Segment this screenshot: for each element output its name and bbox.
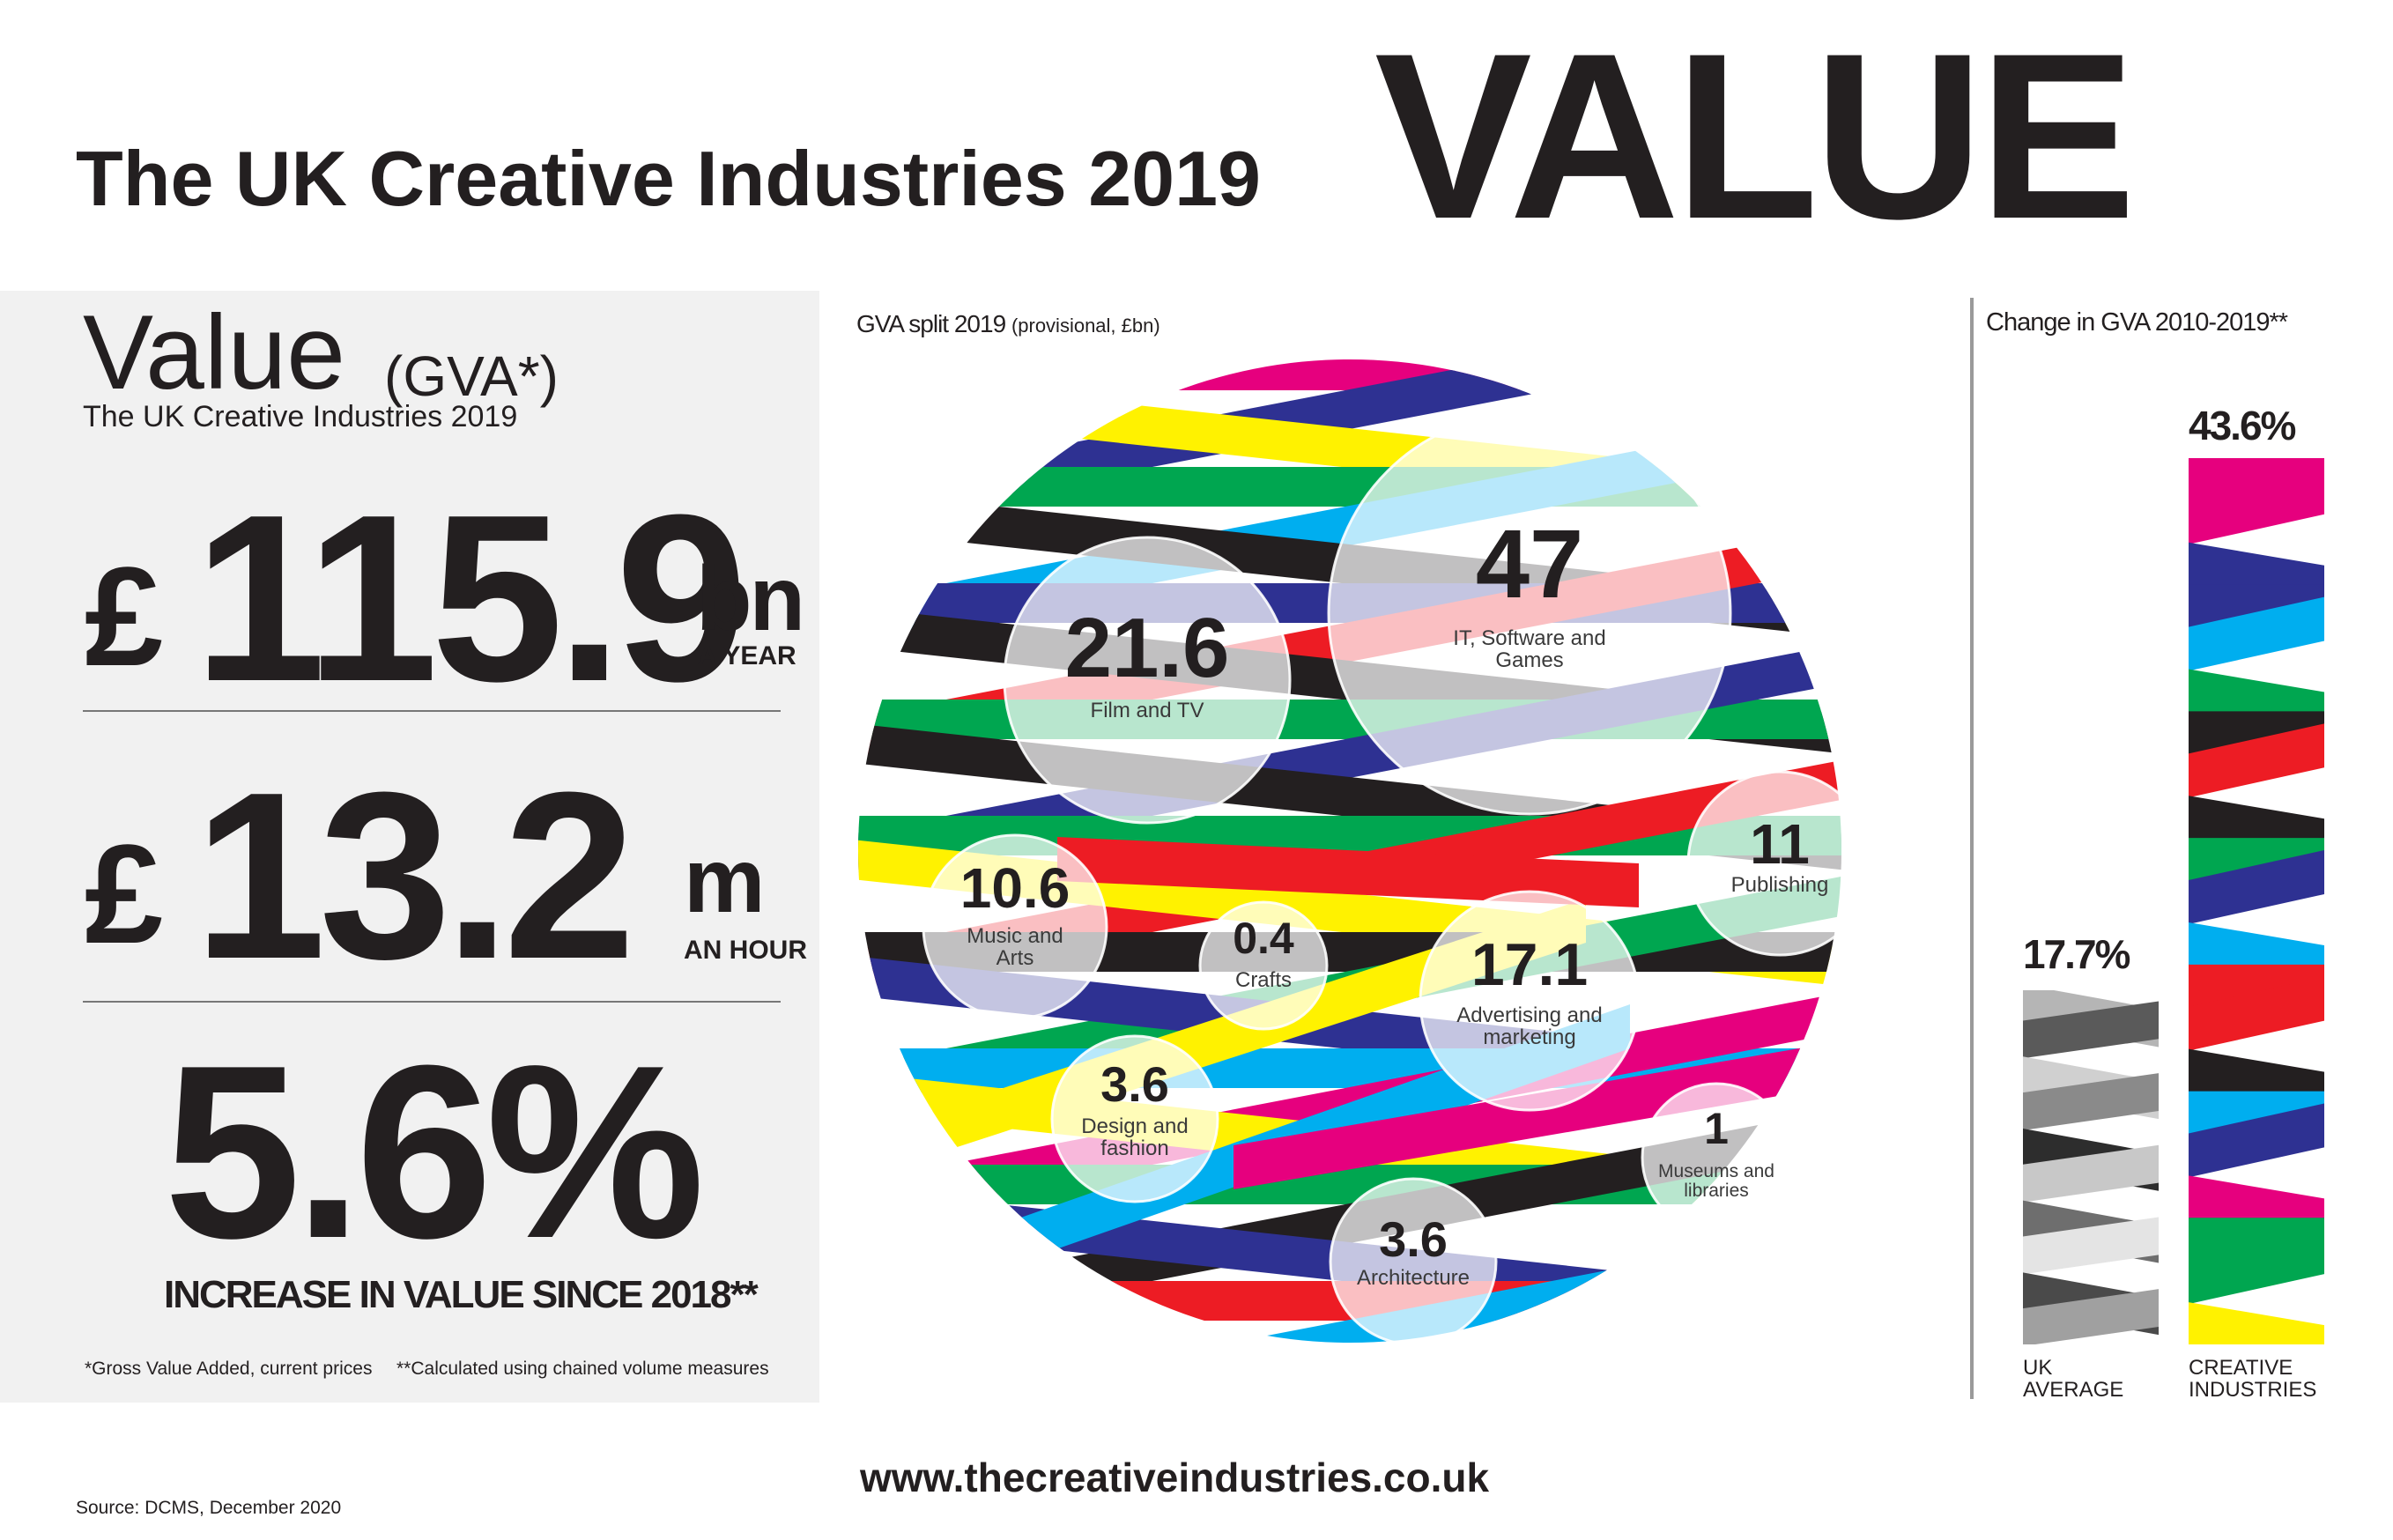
- gva-bubble-value: 3.6: [1100, 1056, 1169, 1112]
- bar-uk-average: [2023, 990, 2159, 1344]
- page-title: The UK Creative Industries 2019: [76, 135, 1261, 222]
- divider-rule: [83, 1001, 781, 1003]
- gva-circle-stripe: [858, 359, 1841, 390]
- gva-bubble-value: 17.1: [1471, 931, 1588, 998]
- gva-bubble: [1050, 1034, 1219, 1203]
- bar-stripe: [2189, 850, 2324, 924]
- gva-bubbles: 47 IT, Software and Games 21.6 Film and TV 17…: [922, 411, 1873, 1346]
- bar-category-line: INDUSTRIES: [2189, 1378, 2317, 1403]
- panel-subheading: The UK Creative Industries 2019: [83, 400, 518, 433]
- gva-bubble-label: Museums and libraries: [1658, 1161, 1774, 1201]
- bar-stripe: [2023, 1289, 2159, 1344]
- gva-circle-stripe: [1057, 837, 1639, 907]
- footnote-chained: **Calculated using chained volume measur…: [396, 1359, 769, 1379]
- gva-bubble-label: Publishing: [1731, 873, 1829, 897]
- bar-stripe: [2189, 1103, 2324, 1178]
- page-title-big: VALUE: [1374, 4, 2136, 268]
- stat-hourly-value: 13.2: [194, 744, 635, 1009]
- bar-stripe: [2189, 596, 2324, 671]
- bar-stripe: [2023, 1001, 2159, 1059]
- gva-bubble-value: 47: [1476, 510, 1583, 618]
- gva-bubble: [1641, 1082, 1792, 1233]
- gva-bubble-label: Film and TV: [1091, 699, 1204, 722]
- gva-bubble-label: Music and Arts: [967, 924, 1063, 970]
- source-note: Source: DCMS, December 2020: [76, 1498, 342, 1518]
- gva-circle-stripe: [841, 1397, 1859, 1437]
- bar-stripe: [2189, 976, 2324, 1051]
- gva-bubble: [922, 833, 1108, 1020]
- gva-circle-stripe: [1234, 1040, 1841, 1189]
- gva-bubble: [1327, 411, 1732, 816]
- stat-hourly-currency: £: [85, 815, 163, 973]
- bar-stripe: [2189, 723, 2324, 798]
- stat-increase-caption: INCREASE IN VALUE SINCE 2018**: [164, 1273, 759, 1316]
- stat-annual-caption: A YEAR: [698, 641, 796, 670]
- panel-heading-note: (GVA*): [384, 344, 559, 408]
- value-panel: [0, 291, 819, 1403]
- gva-bubble: [1198, 900, 1329, 1031]
- gva-bubble-value: 11: [1750, 812, 1810, 876]
- gva-bubble-label: Design and fashion: [1081, 1114, 1188, 1160]
- gva-circle-stripe: [858, 467, 1841, 507]
- bar-stripe: [2023, 1073, 2159, 1130]
- bar-stripe: [2023, 1144, 2159, 1203]
- gva-bubble-value: 1: [1704, 1104, 1729, 1153]
- stat-annual-currency: £: [85, 537, 163, 695]
- gva-bubble: [1419, 890, 1641, 1112]
- gva-split-title: GVA split 2019 (provisional, £bn): [856, 310, 1160, 338]
- bar-stripe: [2023, 1217, 2159, 1275]
- bar-category-label-creative: CREATIVE INDUSTRIES: [2189, 1356, 2317, 1403]
- gva-bubble-label: Advertising and marketing: [1456, 1003, 1602, 1049]
- gva-bubble-label: IT, Software and Games: [1453, 626, 1605, 672]
- gva-split-title-text: GVA split 2019: [856, 310, 1006, 337]
- bar-category-label-uk: UK AVERAGE: [2023, 1356, 2124, 1403]
- bar-category-line: CREATIVE: [2189, 1356, 2293, 1380]
- bar-stripe: [2189, 1230, 2324, 1305]
- panel-heading: Value: [83, 293, 346, 411]
- gva-bubble-value: 21.6: [1065, 601, 1230, 695]
- bar-creative-industries: [2189, 458, 2324, 1344]
- vertical-divider: [1970, 298, 1974, 1399]
- website-link[interactable]: www.thecreativeindustries.co.uk: [860, 1455, 1490, 1500]
- bar-value-label-uk: 17.7%: [2023, 931, 2130, 977]
- stat-hourly-unit: m: [684, 830, 766, 932]
- bar-value-label-creative: 43.6%: [2189, 403, 2296, 448]
- gva-bubble-value: 10.6: [960, 856, 1071, 920]
- gva-bubble: [1003, 536, 1292, 825]
- gva-bubble: [1329, 1177, 1498, 1346]
- gva-bubble-label: Architecture: [1357, 1266, 1470, 1290]
- bar-stripe: [2189, 1302, 2324, 1344]
- gva-bubble: [1686, 770, 1873, 957]
- bar-category-line: UK: [2023, 1356, 2053, 1380]
- footnote-gva: *Gross Value Added, current prices: [85, 1359, 373, 1379]
- gva-bubble-value: 3.6: [1379, 1211, 1448, 1267]
- gva-split-title-note: (provisional, £bn): [1011, 315, 1160, 337]
- stat-increase-value: 5.6%: [164, 1015, 705, 1290]
- gva-bubble-label: Crafts: [1235, 968, 1292, 992]
- stat-annual-unit: bn: [696, 548, 805, 650]
- stat-annual-value: 115.9: [194, 466, 748, 731]
- gva-change-title: Change in GVA 2010-2019**: [1986, 308, 2288, 337]
- bar-stripe: [2189, 470, 2324, 544]
- bar-category-line: AVERAGE: [2023, 1378, 2124, 1403]
- gva-bubble-value: 0.4: [1233, 914, 1294, 963]
- divider-rule: [83, 710, 781, 712]
- stat-hourly-caption: AN HOUR: [684, 936, 807, 965]
